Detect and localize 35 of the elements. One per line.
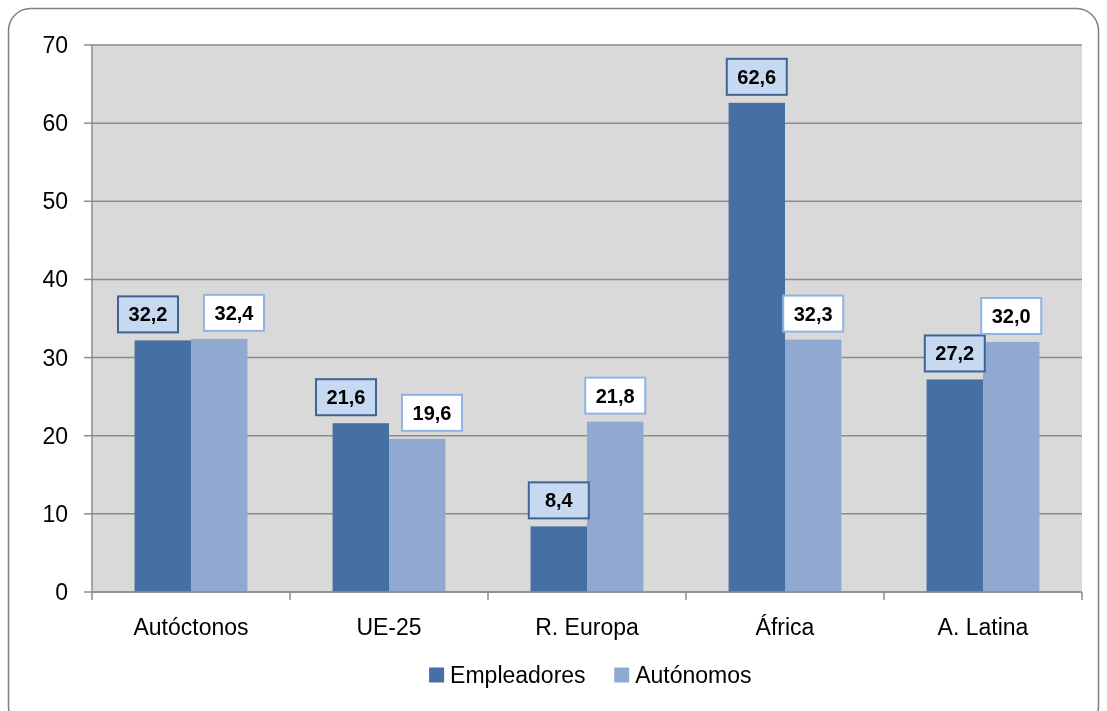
data-label: 19,6 [412,401,452,424]
legend-label: Autónomos [635,662,752,688]
bar [389,438,446,592]
bar [926,379,983,592]
x-tick-label: A. Latina [937,614,1029,640]
bar [728,102,785,592]
data-label: 32,3 [793,302,833,325]
bar [530,526,587,592]
y-tick-label: 10 [42,500,68,527]
y-tick-label: 20 [42,422,68,449]
bar [332,423,389,592]
data-label: 8,4 [544,489,574,512]
bar [587,421,644,592]
bar [191,338,248,592]
y-tick-label: 60 [42,110,68,137]
data-label: 21,6 [326,386,366,409]
bar [785,339,842,592]
x-tick-label: Autóctonos [133,614,249,640]
data-label: 27,2 [935,342,975,365]
x-tick-label: África [755,614,815,640]
y-tick-label: 70 [42,32,68,58]
y-tick-label: 40 [42,266,68,293]
y-tick-label: 0 [55,579,68,605]
x-tick-label: R. Europa [535,614,639,640]
data-label: 21,8 [595,384,635,407]
data-label: 32,0 [991,304,1031,327]
bar [983,341,1040,592]
legend-label: Empleadores [450,662,586,688]
data-label: 32,2 [128,303,168,326]
x-tick-label: UE-25 [356,614,422,640]
y-tick-label: 50 [42,188,68,215]
bar [134,340,191,592]
data-label: 32,4 [214,301,255,324]
y-tick-label: 30 [42,344,68,371]
data-label: 62,6 [737,65,777,88]
